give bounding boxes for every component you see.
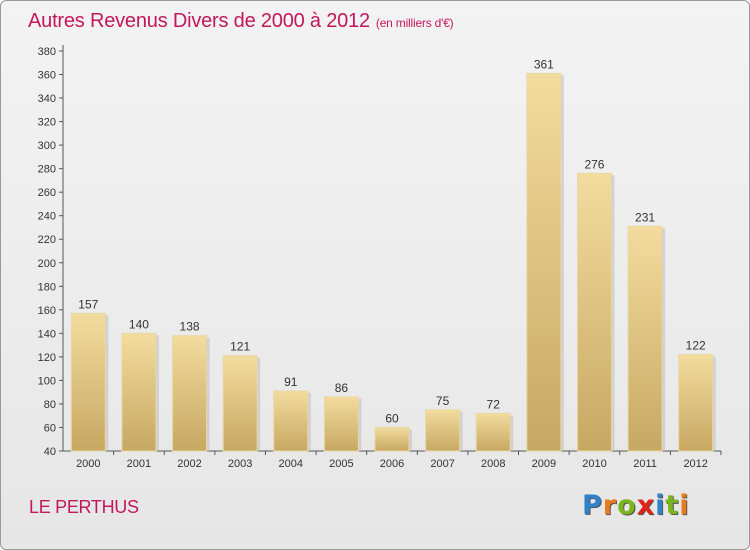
y-tick-label: 100 — [38, 375, 56, 387]
commune-name: LE PERTHUS — [29, 497, 139, 517]
x-tick-label: 2012 — [683, 458, 707, 470]
bar-value-label: 138 — [180, 320, 200, 334]
bar — [222, 355, 258, 452]
y-tick-label: 380 — [38, 46, 56, 58]
bar — [475, 412, 511, 452]
y-tick-label: 220 — [38, 234, 56, 246]
bar — [121, 332, 157, 452]
logo-letter: t — [665, 490, 680, 521]
x-tick-label: 2004 — [279, 458, 303, 470]
y-tick-label: 40 — [44, 446, 56, 458]
y-tick-label: 320 — [38, 117, 56, 129]
bar — [273, 390, 309, 452]
proxiti-logo: Proxiti — [582, 490, 690, 521]
logo-letter: o — [617, 490, 637, 521]
x-tick-label: 2005 — [329, 458, 353, 470]
x-tick-label: 2008 — [481, 458, 505, 470]
bar-value-label: 86 — [335, 381, 349, 395]
bar — [425, 409, 461, 452]
x-tick-label: 2003 — [228, 458, 252, 470]
x-tick-label: 2011 — [633, 458, 657, 470]
y-tick-label: 340 — [38, 93, 56, 105]
logo-letter: i — [655, 490, 666, 521]
y-tick-label: 60 — [44, 422, 56, 434]
bar-value-label: 121 — [230, 340, 250, 354]
bar — [576, 172, 612, 452]
logo-letter: r — [602, 490, 618, 521]
y-tick-label: 240 — [38, 211, 56, 223]
x-tick-label: 2000 — [76, 458, 100, 470]
bar-value-label: 276 — [584, 157, 604, 171]
bar — [374, 426, 410, 452]
y-tick-label: 300 — [38, 140, 56, 152]
bar-value-label: 231 — [635, 210, 655, 224]
bar-value-label: 140 — [129, 317, 149, 331]
y-tick-label: 280 — [38, 164, 56, 176]
chart-title-text: Autres Revenus Divers de 2000 à 2012 — [28, 10, 370, 32]
y-tick-label: 260 — [38, 187, 56, 199]
bar-value-label: 91 — [284, 375, 298, 389]
y-tick-label: 360 — [38, 70, 56, 82]
x-tick-label: 2006 — [380, 458, 404, 470]
y-tick-label: 140 — [38, 328, 56, 340]
x-tick-label: 2001 — [127, 458, 151, 470]
logo-letter: i — [679, 490, 690, 521]
bar — [172, 335, 208, 452]
y-tick-label: 80 — [44, 399, 56, 411]
x-tick-label: 2002 — [177, 458, 201, 470]
chart-subtitle: (en milliers d'€) — [375, 16, 454, 30]
bar-value-label: 157 — [78, 297, 98, 311]
bar-value-label: 361 — [534, 57, 554, 71]
x-tick-label: 2007 — [430, 458, 454, 470]
bar-value-label: 60 — [385, 411, 399, 425]
x-tick-label: 2009 — [532, 458, 556, 470]
y-tick-label: 180 — [38, 281, 56, 293]
logo-letter: P — [582, 490, 603, 521]
bar — [323, 396, 359, 452]
bar — [627, 225, 663, 452]
y-tick-label: 160 — [38, 305, 56, 317]
bar — [678, 354, 714, 452]
bar-value-label: 72 — [487, 397, 501, 411]
bar-value-label: 122 — [686, 339, 706, 353]
x-tick-label: 2010 — [582, 458, 606, 470]
y-tick-label: 200 — [38, 258, 56, 270]
y-tick-label: 120 — [38, 352, 56, 364]
logo-letter: x — [636, 490, 656, 521]
bar — [70, 312, 106, 452]
chart-title: Autres Revenus Divers de 2000 à 2012 (en … — [28, 10, 454, 33]
bar — [526, 72, 562, 452]
bar-value-label: 75 — [436, 394, 450, 408]
